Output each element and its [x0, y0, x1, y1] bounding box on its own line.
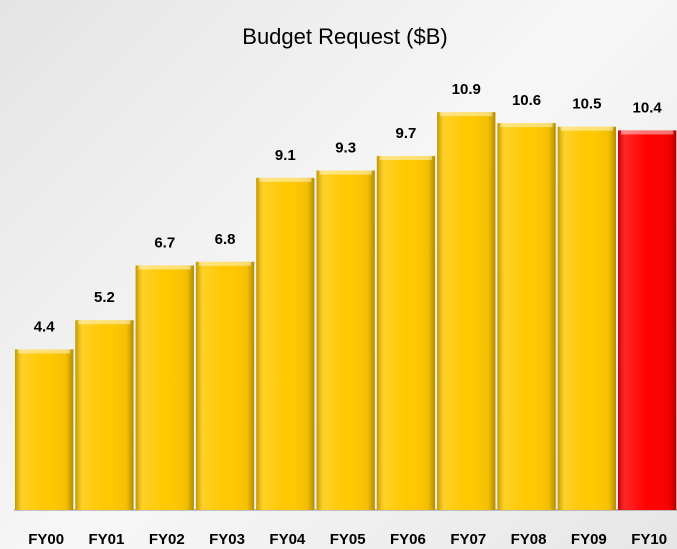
- bar-bevel: [500, 123, 553, 128]
- value-label: 10.6: [512, 92, 541, 109]
- x-tick-label: FY03: [209, 531, 245, 548]
- bar-bevel: [259, 177, 312, 182]
- x-tick-label: FY02: [149, 531, 185, 548]
- bar-bevel: [138, 265, 191, 270]
- x-tick-label: FY10: [631, 531, 667, 548]
- bar-bevel: [18, 349, 71, 354]
- bar-shade: [195, 261, 255, 510]
- value-label: 5.2: [94, 289, 115, 306]
- bar-shade: [15, 349, 74, 510]
- value-label: 4.4: [34, 318, 56, 335]
- value-label: 10.4: [633, 99, 663, 116]
- value-label: 9.1: [275, 147, 296, 164]
- bar-shade: [75, 320, 134, 510]
- bar-shade: [316, 170, 375, 511]
- bar-bevel: [379, 155, 433, 160]
- bar-shade: [135, 265, 194, 510]
- bar-bevel: [78, 320, 131, 325]
- value-label: 9.7: [396, 125, 417, 142]
- bar-shade: [376, 155, 436, 510]
- x-tick-label: FY01: [89, 531, 125, 548]
- bar-bevel: [440, 112, 493, 117]
- value-label: 6.7: [154, 234, 175, 251]
- x-tick-label: FY09: [571, 531, 607, 548]
- value-label: 6.8: [215, 231, 236, 248]
- bar-shade: [497, 123, 556, 510]
- x-tick-label: FY04: [269, 531, 306, 548]
- chart-title: Budget Request ($B): [242, 24, 447, 49]
- x-tick-label: FY05: [330, 531, 366, 548]
- x-tick-label: FY07: [450, 531, 486, 548]
- bar-bevel: [198, 261, 252, 266]
- x-tick-label: FY06: [390, 531, 426, 548]
- bar-shade: [618, 130, 677, 510]
- value-label: 10.9: [452, 81, 481, 98]
- bar-shade: [437, 112, 496, 511]
- x-tick-label: FY00: [28, 531, 64, 548]
- bar-bevel: [319, 170, 372, 175]
- x-tick-label: FY08: [511, 531, 547, 548]
- bar-shade: [557, 126, 616, 510]
- value-label: 9.3: [335, 140, 356, 157]
- bar-bevel: [621, 130, 674, 135]
- bar-shade: [256, 177, 315, 510]
- bar-bevel: [560, 126, 613, 131]
- value-label: 10.5: [572, 96, 601, 113]
